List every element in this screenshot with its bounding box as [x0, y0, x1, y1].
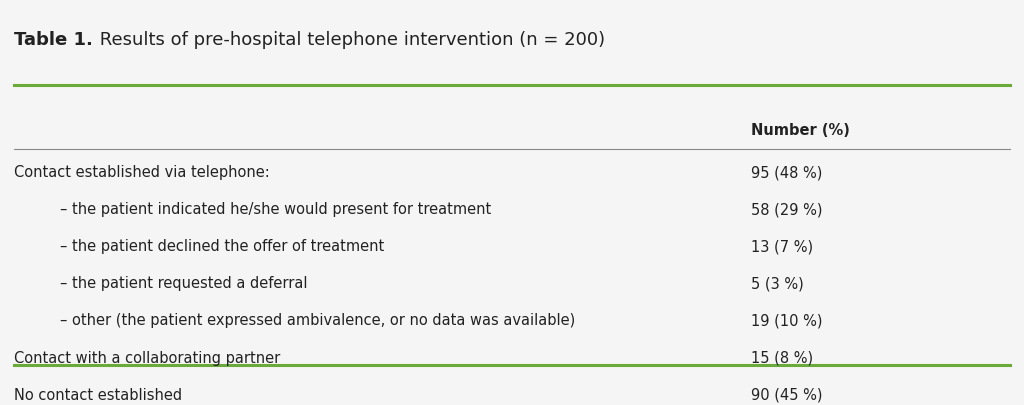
- Text: 15 (8 %): 15 (8 %): [751, 350, 813, 364]
- Text: 19 (10 %): 19 (10 %): [751, 313, 822, 328]
- Text: – other (the patient expressed ambivalence, or no data was available): – other (the patient expressed ambivalen…: [60, 313, 575, 328]
- Text: – the patient declined the offer of treatment: – the patient declined the offer of trea…: [60, 239, 384, 254]
- Text: No contact established: No contact established: [14, 387, 182, 402]
- Text: 5 (3 %): 5 (3 %): [751, 276, 804, 291]
- Text: 13 (7 %): 13 (7 %): [751, 239, 813, 254]
- Text: Number (%): Number (%): [751, 123, 850, 138]
- Text: – the patient requested a deferral: – the patient requested a deferral: [60, 276, 307, 291]
- Text: Contact with a collaborating partner: Contact with a collaborating partner: [14, 350, 281, 364]
- Text: 95 (48 %): 95 (48 %): [751, 165, 822, 180]
- Text: – the patient indicated he/she would present for treatment: – the patient indicated he/she would pre…: [60, 202, 492, 217]
- Text: Table 1.: Table 1.: [14, 31, 93, 49]
- Text: Contact established via telephone:: Contact established via telephone:: [14, 165, 270, 180]
- Text: 58 (29 %): 58 (29 %): [751, 202, 822, 217]
- Text: 90 (45 %): 90 (45 %): [751, 387, 822, 402]
- Text: Results of pre-hospital telephone intervention (n = 200): Results of pre-hospital telephone interv…: [93, 31, 604, 49]
